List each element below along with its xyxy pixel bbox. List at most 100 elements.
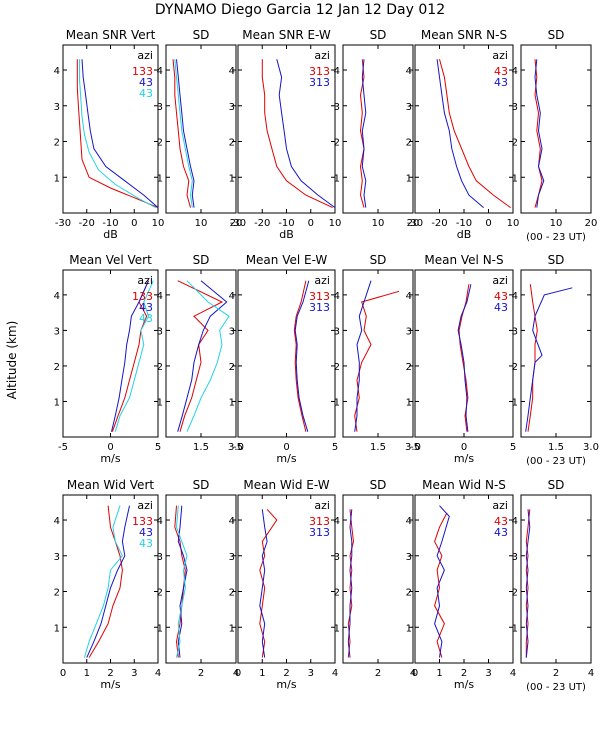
panel-10-ytick-label: 1	[334, 397, 340, 408]
panel-11-ytick-label: 3	[406, 326, 412, 337]
panel-8-series-1-line	[177, 280, 224, 432]
panel-16-series-2-line	[347, 509, 353, 658]
panel-16-ytick-label: 3	[334, 552, 340, 563]
panel-1-xlabel: dB	[103, 228, 118, 241]
panel-5-xtick-label: -30	[407, 218, 423, 229]
panel-9-xtick-label: 5	[332, 442, 338, 453]
panel-1-xtick-label: -20	[79, 218, 95, 229]
panel-18-title: SD	[548, 478, 565, 492]
panel-13-xlabel: m/s	[100, 678, 120, 691]
panel-1-xtick-label: -10	[102, 218, 118, 229]
panel-10-title: SD	[370, 253, 387, 267]
panel-13-xtick-label: 3	[131, 668, 137, 679]
panel-11-ytick-label: 1	[406, 397, 412, 408]
panel-3-xlabel: dB	[279, 228, 294, 241]
panel-9-ytick-label: 1	[229, 397, 235, 408]
panel-17-title: Mean Wid N-S	[422, 478, 506, 492]
panel-3-series-2-line	[276, 59, 336, 209]
panel-15-xtick-label: 2	[283, 668, 289, 679]
panel-3-ytick-label: 1	[229, 173, 235, 184]
panel-10-frame	[342, 269, 414, 438]
panel-4-title: SD	[370, 28, 387, 42]
panel-5-ytick-label: 1	[406, 173, 412, 184]
panel-14-ytick-label: 3	[157, 552, 163, 563]
panel-7-series-2-line	[111, 280, 149, 432]
panel-1-series-1-line	[76, 59, 159, 209]
panel-11-title: Mean Vel N-S	[424, 253, 503, 267]
panel-9-xlabel: m/s	[276, 452, 296, 465]
panel-17-xtick-label: 2	[461, 668, 467, 679]
panel-5-xtick-label: 10	[507, 218, 520, 229]
panel-1-ytick-label: 4	[54, 66, 60, 77]
panel-15-xtick-label: 0	[235, 668, 241, 679]
panel-13-legend-item: 43	[139, 526, 153, 539]
ut-note-row-3: (00 - 23 UT)	[526, 682, 586, 693]
panel-1-ytick-label: 1	[54, 173, 60, 184]
panel-9-series-2-line	[294, 280, 310, 432]
panel-7-legend-item: 43	[139, 312, 153, 325]
panel-4-xtick-label: 20	[407, 218, 420, 229]
panel-7-legend-item: 43	[139, 301, 153, 314]
panel-13-xtick-label: 0	[60, 668, 66, 679]
panel-14-frame	[165, 494, 237, 664]
panel-1-ytick-label: 3	[54, 102, 60, 113]
panel-13-series-3-line	[83, 505, 123, 658]
panel-17-legend-item: 43	[494, 526, 508, 539]
panel-18-series-2-line	[525, 509, 531, 658]
panel-10-series-1-line	[354, 290, 400, 432]
panel-15-series-1-line	[259, 508, 278, 658]
panel-6-title: SD	[548, 28, 565, 42]
panel-13-series-1-line	[88, 505, 123, 658]
panel-17-ytick-label: 4	[406, 516, 412, 527]
panel-7-xtick-label: -5	[58, 442, 68, 453]
panel-3-series-1-line	[261, 59, 333, 209]
ut-note-row-2: (00 - 23 UT)	[526, 456, 586, 467]
panel-3-legend-item: 313	[309, 76, 330, 89]
panel-12-ytick-label: 3	[512, 326, 518, 337]
panel-17-series-2-line	[434, 505, 450, 658]
panel-9-series-1-line	[293, 280, 307, 432]
ut-note-row-1: (00 - 23 UT)	[526, 232, 586, 243]
panel-14-ytick-label: 4	[157, 516, 163, 527]
panel-2-ytick-label: 1	[157, 173, 163, 184]
panel-5-legend-title: azi	[492, 49, 508, 62]
panel-10-xtick-label: 1.5	[370, 442, 386, 453]
panel-8-ytick-label: 3	[157, 326, 163, 337]
panel-15-xtick-label: 1	[259, 668, 265, 679]
panel-9-ytick-label: 2	[229, 362, 235, 373]
panel-12-series-2-line	[525, 287, 573, 432]
panel-15-xlabel: m/s	[276, 678, 296, 691]
panel-16-ytick-label: 4	[334, 516, 340, 527]
panel-7-xtick-label: 0	[107, 442, 113, 453]
panel-1-series-2-line	[81, 59, 159, 208]
panel-6-xtick-label: 10	[550, 218, 563, 229]
panel-16-title: SD	[370, 478, 387, 492]
panel-2-series-3-line	[174, 59, 193, 208]
panel-7-ytick-label: 3	[54, 326, 60, 337]
panel-9-title: Mean Vel E-W	[246, 253, 328, 267]
panel-4-xtick-label: 10	[372, 218, 385, 229]
panel-4-ytick-label: 3	[334, 102, 340, 113]
panel-18-xtick-label: 2	[553, 668, 559, 679]
panel-4-ytick-label: 2	[334, 138, 340, 149]
panel-12-ytick-label: 2	[512, 362, 518, 373]
panel-6-ytick-label: 1	[512, 173, 518, 184]
panel-17-legend-item: 43	[494, 515, 508, 528]
panel-1-title: Mean SNR Vert	[66, 28, 156, 42]
panel-9-ytick-label: 3	[229, 326, 235, 337]
panel-16-xtick-label: 2	[375, 668, 381, 679]
panel-14-ytick-label: 2	[157, 588, 163, 599]
panel-2-ytick-label: 3	[157, 102, 163, 113]
panel-5-series-1-line	[439, 59, 511, 209]
panel-17-ytick-label: 3	[406, 552, 412, 563]
panel-7-ytick-label: 4	[54, 291, 60, 302]
panel-1-ytick-label: 2	[54, 138, 60, 149]
panel-15-ytick-label: 4	[229, 516, 235, 527]
panel-1-legend-title: azi	[137, 49, 153, 62]
panel-18-ytick-label: 2	[512, 588, 518, 599]
panel-13-title: Mean Wid Vert	[67, 478, 154, 492]
panel-14-xtick-label: 4	[233, 668, 239, 679]
panel-3-xtick-label: -30	[230, 218, 246, 229]
panel-6-xtick-label: 20	[585, 218, 598, 229]
panel-14-ytick-label: 1	[157, 623, 163, 634]
